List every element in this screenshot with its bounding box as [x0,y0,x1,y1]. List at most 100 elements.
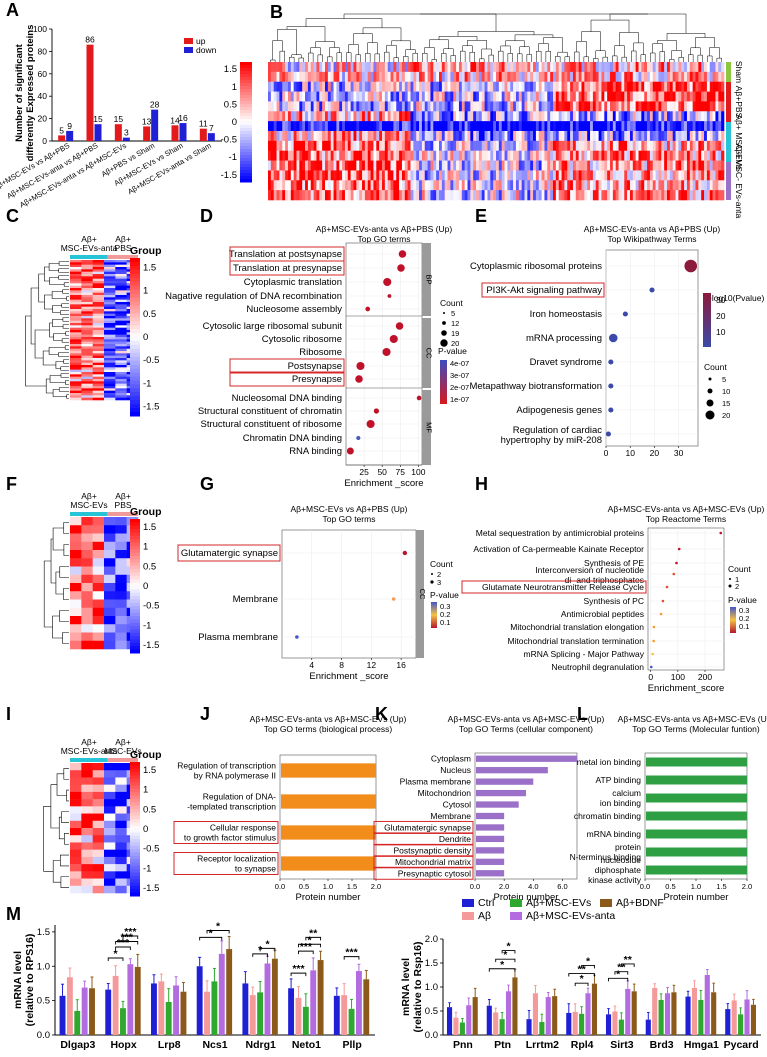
dendrogram-branch [286,26,326,42]
heatmap-cell [624,160,628,171]
heatmap-cell [436,160,440,171]
heatmap-cell [501,121,505,132]
heatmap-cell [356,91,360,102]
heatmap-cell [535,62,540,73]
heatmap-cell [555,180,559,191]
heatmap-cell [439,121,443,132]
heatmap-cell [115,274,127,277]
heatmap-cell [347,131,351,142]
heatmap-cell [104,533,116,543]
heatmap-cell [427,160,431,171]
heatmap-cell [501,71,505,83]
heatmap-cell [464,91,468,102]
bar-Aβ+MSC-EVs-anta [355,971,362,1035]
heatmap-cell [632,150,636,161]
bar-Ctrl [645,1019,651,1035]
heatmap-cell [647,91,651,102]
data-point [366,419,375,429]
heatmap-cell [313,91,317,102]
heatmap-cell [115,525,127,534]
heatmap-cell [667,160,671,171]
heatmap-cell [70,353,82,356]
category-label-line: Cellular response [210,823,276,833]
heatmap-cell [296,131,300,142]
heatmap-cell [367,160,371,171]
heatmap-cell [290,62,294,73]
heatmap-cell [450,101,454,112]
dendrogram-branch [707,55,713,62]
heatmap-cell [273,131,277,142]
highlight-box [173,852,279,875]
heatmap-cell [453,111,457,122]
heatmap-cell [615,131,619,142]
heatmap-cell [447,121,451,132]
data-point [397,264,405,272]
heatmap-cell [70,763,82,771]
significance-label: ** [617,962,626,974]
heatmap-cell [524,121,528,132]
heatmap-cell [413,170,417,181]
dendrogram-branch [61,338,69,343]
term-label: Glutamate Neurotransmitter Release Cycle [482,582,644,592]
bar-Ctrl [605,1014,612,1035]
heatmap-cell [433,111,437,122]
dendrogram-branch [652,43,663,53]
heatmap-cell [410,111,414,122]
heatmap-cell [92,820,105,829]
heatmap-cell [638,81,642,92]
heatmap-cell [473,101,477,112]
heatmap-cell [595,121,599,132]
heatmap-cell [273,190,277,201]
heatmap-cell [273,91,277,102]
bar-Aβ [295,997,302,1035]
bar-Aβ+BDNF [631,991,637,1035]
heatmap-cell [496,150,500,161]
heatmap-cell [333,160,337,171]
heatmap-cell [396,170,400,181]
heatmap-cell [376,71,380,83]
heatmap-cell [564,91,568,102]
heatmap-cell [390,101,394,112]
colorbar-cell [130,785,140,790]
colorbar-I: 1.510.50-0.5-1-1.5 [130,762,159,897]
heatmap-cell [322,180,326,191]
heatmap-cell [441,160,445,171]
heatmap-cell [282,150,286,161]
significance-label: * [503,949,508,961]
heatmap-cell [347,140,351,152]
y-label-line: (relative to RPS16) [24,934,36,1027]
heatmap-cell [481,131,485,142]
heatmap-cell [709,180,713,191]
bar-Aβ [532,993,539,1035]
heatmap-cell [384,62,388,73]
heatmap-cell [92,304,105,307]
colorbar-cell [240,155,252,159]
heatmap-cell [664,150,668,161]
heatmap-cell [92,533,105,543]
heatmap-cell [607,170,611,181]
significance-bracket [581,964,595,969]
heatmap-cell [527,62,531,73]
heatmap-cell [104,309,116,312]
heatmap-cell [689,71,693,83]
heatmap-cell [564,131,568,142]
heatmap-cell [604,81,608,92]
colorbar-cell [130,649,140,654]
heatmap-cell [521,170,525,181]
heatmap-cell [504,150,508,161]
heatmap-cell [104,369,116,373]
heatmap-cell [316,111,320,122]
heatmap-cell [590,62,594,73]
heatmap-cell [627,140,631,152]
heatmap-cell [104,763,116,771]
heatmap-cell [487,101,491,112]
panel-label-I: I [6,704,11,724]
heatmap-cell [544,111,548,122]
heatmap-cell [384,170,388,181]
colorbar-cell [130,606,140,610]
heatmap-cell [81,770,93,778]
column-label-line: Aβ+ [81,234,97,244]
heatmap-cell [604,62,608,73]
heatmap-cell [692,101,696,112]
x-tick-label: 1.0 [323,882,333,891]
